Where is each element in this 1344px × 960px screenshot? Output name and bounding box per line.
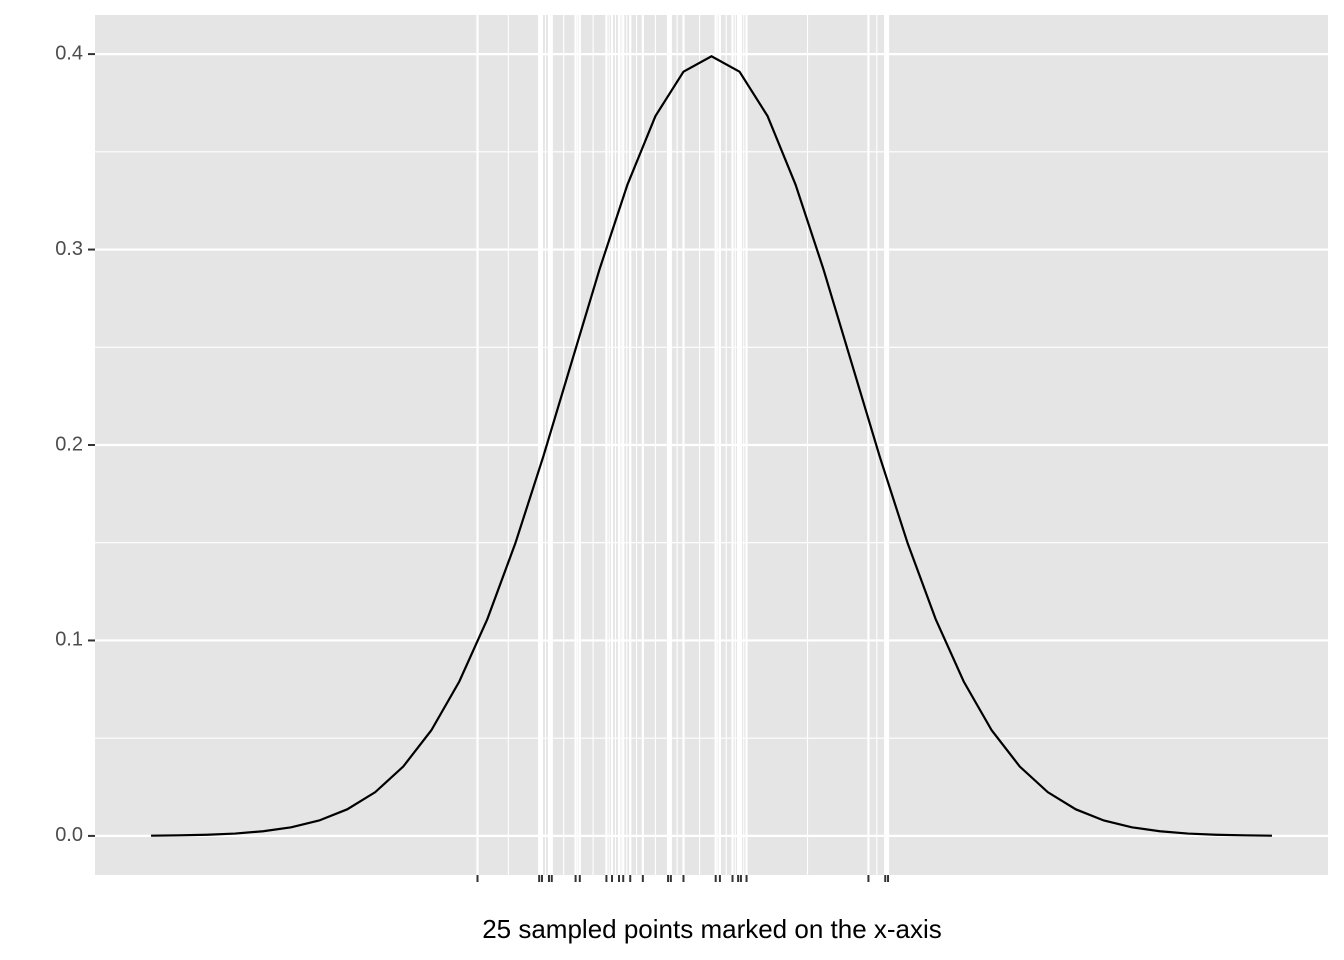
density-line — [151, 54, 1272, 837]
y-tick-label: 0.2 — [55, 433, 83, 455]
y-tick-label: 0.4 — [55, 42, 83, 64]
x-axis-title: 25 sampled points marked on the x-axis — [482, 914, 942, 944]
y-tick-label: 0.0 — [55, 824, 83, 846]
y-tick-label: 0.1 — [55, 629, 83, 651]
y-tick-label: 0.3 — [55, 238, 83, 260]
